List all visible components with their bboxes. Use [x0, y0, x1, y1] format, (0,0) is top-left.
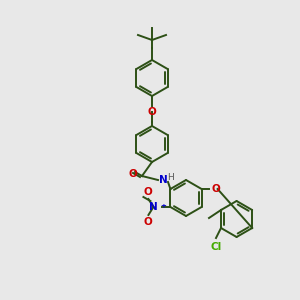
Text: Cl: Cl [210, 242, 222, 252]
Text: N: N [159, 175, 168, 185]
Text: O: O [129, 169, 137, 179]
Text: O: O [143, 217, 152, 227]
Text: O: O [148, 107, 156, 117]
Text: O: O [143, 187, 152, 197]
Text: H: H [167, 173, 174, 182]
Text: O: O [212, 184, 220, 194]
Text: N: N [149, 202, 158, 212]
Text: +: + [160, 203, 166, 209]
